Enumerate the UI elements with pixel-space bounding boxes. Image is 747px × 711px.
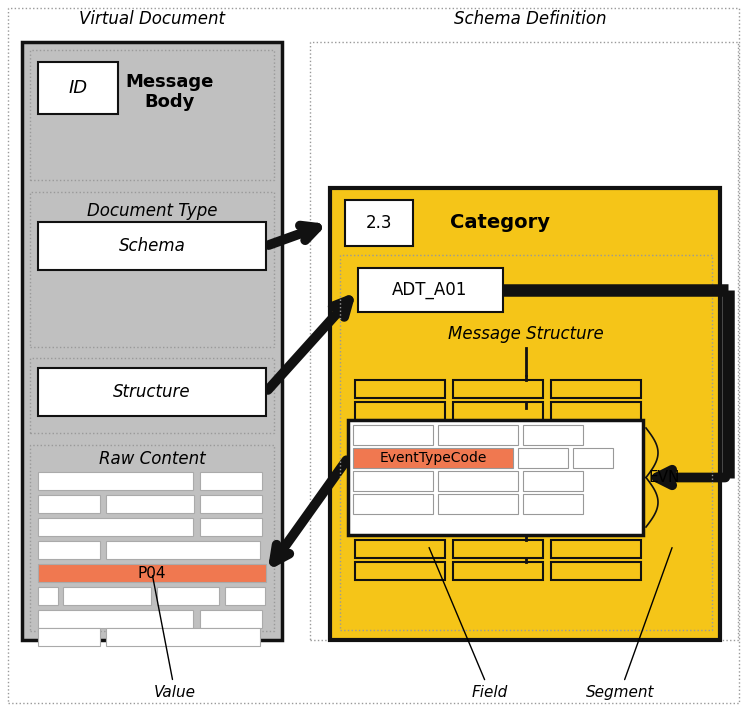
Text: Document Type: Document Type	[87, 202, 217, 220]
Bar	[225, 587, 265, 605]
Bar	[38, 564, 266, 582]
Text: Segment: Segment	[586, 547, 672, 700]
Bar	[200, 518, 262, 536]
Bar	[22, 42, 282, 640]
Bar	[38, 62, 118, 114]
Bar	[200, 472, 262, 490]
Bar	[523, 471, 583, 491]
Bar	[38, 610, 193, 628]
Bar	[30, 50, 274, 180]
Bar	[38, 472, 193, 490]
Bar	[353, 471, 433, 491]
Text: Category: Category	[450, 213, 550, 232]
Bar	[63, 587, 151, 605]
Bar	[30, 445, 274, 631]
Bar	[523, 494, 583, 514]
Bar	[551, 380, 641, 398]
Text: Field: Field	[429, 547, 508, 700]
Bar	[355, 540, 445, 558]
Bar	[340, 255, 712, 630]
Bar	[438, 471, 518, 491]
Bar	[30, 192, 274, 347]
Bar	[38, 222, 266, 270]
Bar	[310, 42, 738, 640]
Text: EVN: EVN	[648, 470, 679, 485]
Bar	[345, 200, 413, 246]
Text: 2.3: 2.3	[366, 214, 392, 232]
Bar	[453, 402, 543, 420]
Bar	[38, 628, 100, 646]
Text: Virtual Document: Virtual Document	[79, 10, 225, 28]
Bar	[353, 448, 513, 468]
Bar	[453, 540, 543, 558]
Bar	[38, 518, 193, 536]
Text: Schema Definition: Schema Definition	[453, 10, 607, 28]
Bar	[30, 358, 274, 433]
Bar	[355, 562, 445, 580]
Bar	[355, 402, 445, 420]
Text: EventTypeCode: EventTypeCode	[379, 451, 487, 465]
Bar	[353, 494, 433, 514]
Bar	[453, 380, 543, 398]
Bar	[453, 562, 543, 580]
Bar	[106, 495, 194, 513]
Bar	[518, 448, 568, 468]
Bar	[157, 587, 219, 605]
Bar	[200, 610, 262, 628]
Text: Message Structure: Message Structure	[448, 325, 604, 343]
Bar	[348, 420, 643, 535]
Text: ID: ID	[69, 79, 87, 97]
Text: Schema: Schema	[119, 237, 185, 255]
Text: Structure: Structure	[114, 383, 190, 401]
Bar	[38, 541, 100, 559]
Bar	[353, 425, 433, 445]
Bar	[38, 368, 266, 416]
Bar	[438, 494, 518, 514]
Bar	[330, 188, 720, 640]
Bar	[106, 628, 260, 646]
Text: Value: Value	[152, 576, 196, 700]
Text: Raw Content: Raw Content	[99, 450, 205, 468]
Bar	[523, 425, 583, 445]
Text: P04: P04	[137, 565, 167, 580]
Bar	[38, 495, 100, 513]
Bar	[106, 541, 260, 559]
Text: ADT_A01: ADT_A01	[392, 281, 468, 299]
Bar	[573, 448, 613, 468]
Bar	[355, 380, 445, 398]
Bar	[38, 587, 58, 605]
Bar	[438, 425, 518, 445]
Bar	[358, 268, 503, 312]
Bar	[200, 495, 262, 513]
Text: Message
Body: Message Body	[125, 73, 214, 111]
Bar	[551, 540, 641, 558]
Bar	[551, 402, 641, 420]
Bar	[551, 562, 641, 580]
